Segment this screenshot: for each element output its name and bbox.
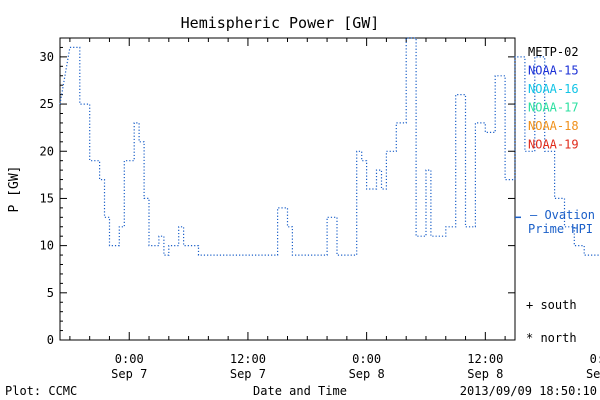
x-tick-time: 12:00 <box>230 352 266 366</box>
x-tick-time: 0:00 <box>352 352 381 366</box>
chart-title: Hemispheric Power [GW] <box>181 14 380 32</box>
legend-entry-noaa-17: NOAA-17 <box>528 101 579 115</box>
y-axis-label: P [GW] <box>7 166 22 213</box>
ovation-line <box>59 37 600 256</box>
plot-timestamp: 2013/09/09 18:50:10 <box>460 384 597 398</box>
y-tick-label: 20 <box>40 144 54 158</box>
legend-ovation-line2: Prime HPI <box>528 222 593 236</box>
ovation-series <box>59 37 600 256</box>
x-tick-time: 0:00 <box>115 352 144 366</box>
plot-frame <box>59 37 516 341</box>
x-tick-time: 12:00 <box>467 352 503 366</box>
x-tick-day: Sep 8 <box>349 367 385 381</box>
y-tick-label: 25 <box>40 97 54 111</box>
legend-marker-south: + south <box>526 298 577 312</box>
x-axis-label: Date and Time <box>253 384 347 398</box>
legend-entry-noaa-18: NOAA-18 <box>528 119 579 133</box>
y-tick-label: 5 <box>47 286 54 300</box>
y-tick-label: 0 <box>47 333 54 347</box>
legend-ovation-line1: — Ovation <box>530 208 595 222</box>
legend-entry-noaa-16: NOAA-16 <box>528 82 579 96</box>
x-tick-day: Sep 7 <box>111 367 147 381</box>
legend-marker-north: * north <box>526 331 577 345</box>
legend: — Ovation Prime HPI + south * north METP… <box>526 45 595 345</box>
y-axis: 0 5 10 15 20 25 30 <box>40 46 515 347</box>
legend-entry-metp-02: METP-02 <box>528 45 579 59</box>
x-tick-time: 0:00 <box>590 352 600 366</box>
legend-entry-noaa-15: NOAA-15 <box>528 64 579 78</box>
legend-entry-noaa-19: NOAA-19 <box>528 138 579 152</box>
y-tick-label: 10 <box>40 239 54 253</box>
x-tick-day: Sep 9 <box>586 367 600 381</box>
plot-source: Plot: CCMC <box>5 384 77 398</box>
x-tick-day: Sep 7 <box>230 367 266 381</box>
y-tick-label: 15 <box>40 191 54 205</box>
x-tick-day: Sep 8 <box>467 367 503 381</box>
y-tick-label: 30 <box>40 50 54 64</box>
